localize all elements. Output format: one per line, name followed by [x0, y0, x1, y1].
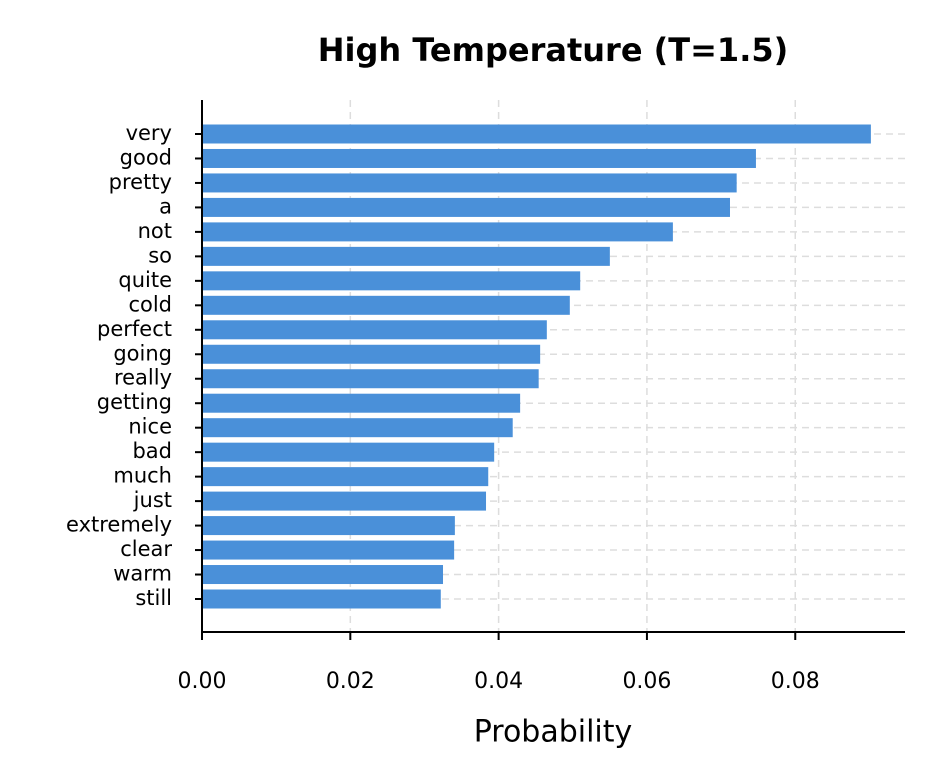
y-tick-label: perfect: [97, 317, 172, 341]
y-tick-label: quite: [118, 268, 172, 292]
y-tick-label: so: [148, 243, 172, 267]
y-tick-label: extremely: [66, 513, 172, 537]
y-tick-label: very: [126, 121, 172, 145]
bar: [202, 369, 539, 389]
x-axis-label: Probability: [474, 715, 633, 750]
bar: [202, 418, 513, 438]
y-tick-label: clear: [120, 537, 172, 561]
y-tick-label: cold: [128, 292, 172, 316]
bar: [202, 271, 581, 291]
y-tick-label: a: [159, 194, 172, 218]
bar: [202, 173, 737, 193]
x-tick-label: 0.08: [771, 669, 820, 694]
y-tick-label: good: [120, 145, 172, 169]
bar: [202, 516, 455, 536]
bar: [202, 589, 441, 609]
y-tick-label: really: [114, 366, 172, 390]
bar: [202, 222, 673, 242]
y-tick-label: much: [113, 464, 172, 488]
bar: [202, 320, 547, 340]
bar: [202, 467, 489, 487]
y-tick-label: just: [133, 488, 172, 512]
bar: [202, 246, 610, 266]
y-tick-label: nice: [128, 415, 172, 439]
y-tick-label: bad: [132, 439, 172, 463]
y-tick-label: getting: [97, 390, 172, 414]
bar: [202, 344, 541, 364]
bar: [202, 565, 444, 585]
y-tick-label: warm: [113, 562, 172, 586]
bar: [202, 295, 570, 315]
x-tick-label: 0.06: [622, 669, 671, 694]
bar: [202, 393, 521, 413]
bar: [202, 442, 495, 462]
y-tick-label: going: [113, 341, 172, 365]
bar: [202, 540, 455, 560]
y-tick-label: pretty: [109, 170, 172, 194]
chart-title: High Temperature (T=1.5): [318, 31, 788, 69]
y-tick-label: not: [138, 219, 172, 243]
bar: [202, 124, 871, 144]
y-tick-label: still: [135, 586, 172, 610]
bar: [202, 491, 487, 511]
x-tick-label: 0.00: [178, 669, 227, 694]
bar: [202, 148, 756, 168]
x-tick-label: 0.04: [474, 669, 523, 694]
bar: [202, 197, 730, 217]
x-tick-label: 0.02: [326, 669, 375, 694]
